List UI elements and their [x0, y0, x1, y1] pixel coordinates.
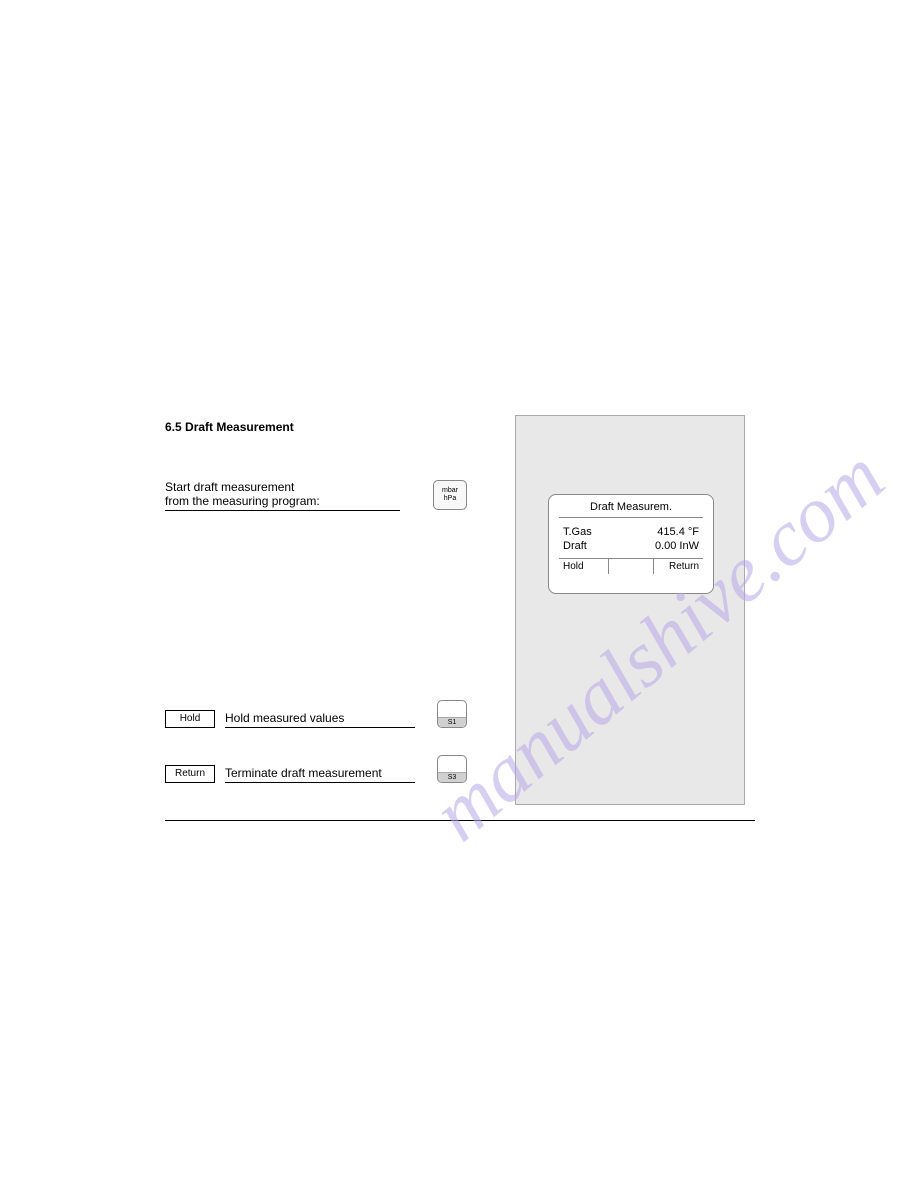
- lcd-draft-value: 0.00 InW: [655, 540, 699, 552]
- s1-key-label: S1: [438, 717, 466, 727]
- lcd-tgas-value: 415.4 °F: [657, 526, 699, 538]
- return-button[interactable]: Return: [165, 765, 215, 783]
- instruction-line-1: Start draft measurement: [165, 480, 465, 494]
- lcd-draft-label: Draft: [563, 540, 587, 552]
- return-description: Terminate draft measurement: [225, 766, 415, 783]
- hold-button[interactable]: Hold: [165, 710, 215, 728]
- mbar-hpa-button[interactable]: mbar hPa: [433, 480, 467, 510]
- page-content: 6.5 Draft Measurement Start draft measur…: [165, 420, 755, 474]
- lcd-tgas-label: T.Gas: [563, 526, 592, 538]
- instruction-line-2: from the measuring program:: [165, 494, 400, 511]
- s1-key[interactable]: S1: [437, 700, 467, 728]
- hold-description: Hold measured values: [225, 711, 415, 728]
- lcd-softkey-return: Return: [654, 559, 703, 574]
- s3-key[interactable]: S3: [437, 755, 467, 783]
- mbar-label-1: mbar: [434, 487, 466, 495]
- lcd-screen: Draft Measurem. T.Gas 415.4 °F Draft 0.0…: [548, 494, 714, 594]
- section-heading: Draft Measurement: [185, 420, 294, 434]
- lcd-softkeys: Hold Return: [559, 558, 703, 574]
- lcd-row-draft: Draft 0.00 InW: [559, 540, 703, 552]
- mbar-label-2: hPa: [434, 495, 466, 503]
- section-number: 6.5: [165, 420, 182, 434]
- lcd-row-tgas: T.Gas 415.4 °F: [559, 526, 703, 538]
- lcd-softkey-mid: [609, 559, 655, 574]
- section-divider: [165, 820, 755, 821]
- device-panel: Draft Measurem. T.Gas 415.4 °F Draft 0.0…: [515, 415, 745, 805]
- lcd-title: Draft Measurem.: [559, 501, 703, 518]
- lcd-softkey-hold: Hold: [559, 559, 609, 574]
- s3-key-label: S3: [438, 772, 466, 782]
